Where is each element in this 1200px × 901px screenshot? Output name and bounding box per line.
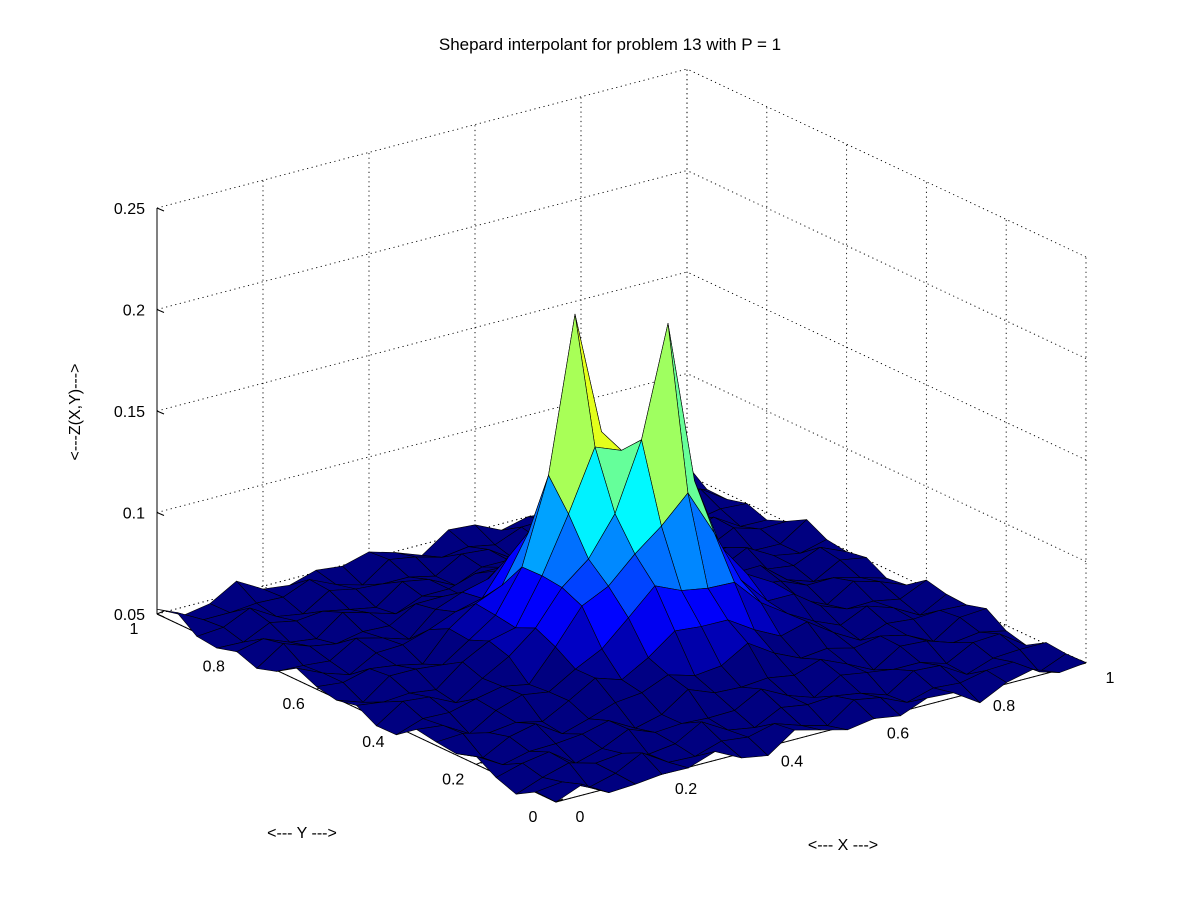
grid-line-z <box>686 373 1087 562</box>
y-tick-label: 0.6 <box>282 696 304 713</box>
z-axis-label: <---Z(X,Y)---> <box>67 364 84 461</box>
grid-line-z <box>156 373 688 513</box>
y-tick-label: 0.2 <box>442 771 464 788</box>
z-tick-mark <box>156 410 165 415</box>
y-tick-label: 0 <box>529 809 538 826</box>
grid-line-z <box>686 170 1087 359</box>
surface-patch <box>535 781 583 803</box>
grid-line-z <box>156 170 688 310</box>
z-tick-mark <box>156 309 165 313</box>
grid-line-x <box>686 474 1087 664</box>
z-tick-mark <box>156 613 165 618</box>
y-tick-mark <box>156 610 165 615</box>
y-tick-label: 0.8 <box>203 659 225 676</box>
y-axis-label: <--- Y ---> <box>267 825 337 842</box>
z-tick-label: 0.2 <box>123 303 145 320</box>
x-tick-label: 1 <box>1106 670 1115 687</box>
x-axis-label: <--- X ---> <box>808 837 878 854</box>
tick-labels: 00.20.40.60.8100.20.40.60.810.050.10.150… <box>114 201 1115 826</box>
z-tick-label: 0.1 <box>123 506 145 523</box>
chart-title: Shepard interpolant for problem 13 with … <box>439 35 781 54</box>
y-tick-label: 0.4 <box>362 734 384 751</box>
x-tick-label: 0.4 <box>781 753 803 770</box>
y-tick-label: 1 <box>130 621 139 638</box>
z-tick-mark <box>156 512 165 516</box>
x-tick-label: 0 <box>576 809 585 826</box>
z-tick-mark <box>156 207 165 212</box>
grid-line-z <box>156 68 688 209</box>
grid-line-z <box>686 271 1087 461</box>
x-tick-label: 0.6 <box>887 726 909 743</box>
x-tick-label: 0.2 <box>675 781 697 798</box>
z-tick-label: 0.15 <box>114 404 145 421</box>
z-tick-label: 0.25 <box>114 201 145 218</box>
grid-line-z <box>156 271 688 412</box>
x-tick-label: 0.8 <box>993 698 1015 715</box>
z-tick-label: 0.05 <box>114 607 145 624</box>
grid-line-z <box>686 68 1087 258</box>
surface-mesh <box>156 313 1087 803</box>
